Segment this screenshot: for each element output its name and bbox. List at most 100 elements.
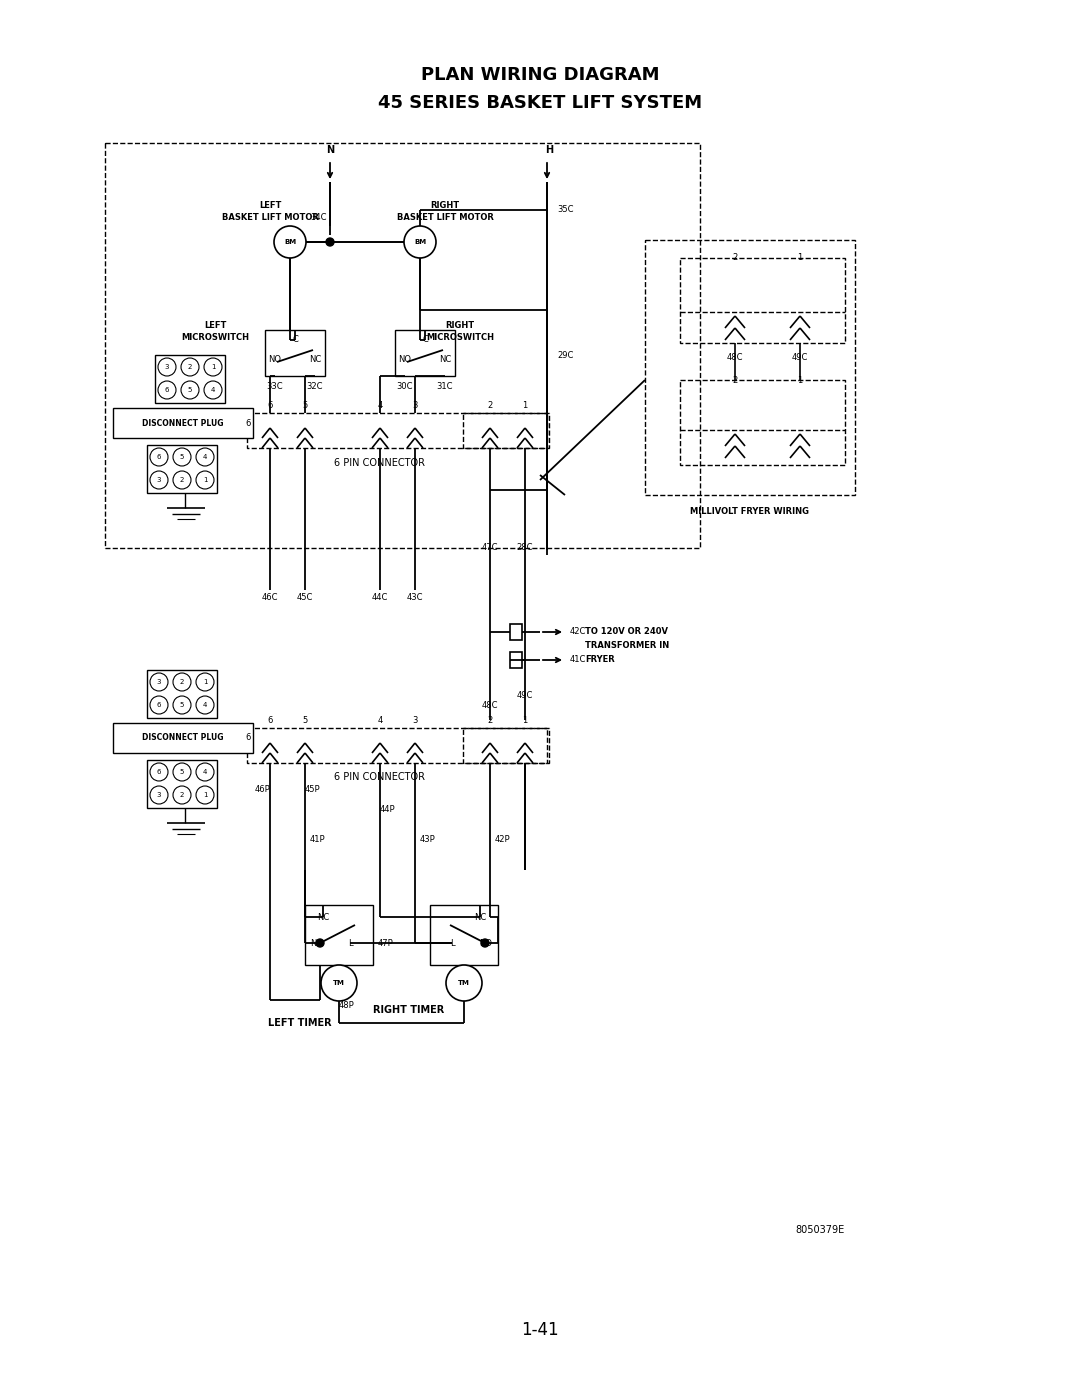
Text: 46P: 46P xyxy=(254,785,270,795)
Bar xyxy=(510,652,522,668)
Text: 6: 6 xyxy=(157,703,161,708)
Text: 1-41: 1-41 xyxy=(522,1322,558,1338)
Text: 2: 2 xyxy=(732,253,738,263)
Text: 1: 1 xyxy=(523,401,528,409)
Circle shape xyxy=(274,226,306,258)
Text: TRANSFORMER IN: TRANSFORMER IN xyxy=(585,641,670,651)
Text: C: C xyxy=(292,335,298,345)
Text: PLAN WIRING DIAGRAM: PLAN WIRING DIAGRAM xyxy=(421,66,659,84)
Text: LEFT: LEFT xyxy=(259,201,281,210)
Bar xyxy=(247,414,546,448)
Bar xyxy=(645,240,855,495)
Text: 5: 5 xyxy=(302,717,308,725)
Text: 31C: 31C xyxy=(436,381,454,391)
Text: 2: 2 xyxy=(188,365,192,370)
Bar xyxy=(395,330,455,376)
Circle shape xyxy=(158,381,176,400)
Text: 4: 4 xyxy=(377,401,382,409)
Circle shape xyxy=(150,763,168,781)
Text: 44P: 44P xyxy=(380,806,395,814)
Circle shape xyxy=(195,763,214,781)
Text: 2: 2 xyxy=(487,401,492,409)
Text: NC: NC xyxy=(438,355,451,365)
Circle shape xyxy=(181,358,199,376)
Text: L: L xyxy=(348,939,352,947)
Text: 2: 2 xyxy=(179,679,185,685)
Text: NO: NO xyxy=(311,939,324,947)
Text: 41C: 41C xyxy=(570,655,586,665)
Bar xyxy=(265,330,325,376)
Text: BASKET LIFT MOTOR: BASKET LIFT MOTOR xyxy=(221,214,319,222)
Text: 3: 3 xyxy=(157,679,161,685)
Circle shape xyxy=(195,448,214,467)
Bar xyxy=(305,905,373,965)
Text: BASKET LIFT MOTOR: BASKET LIFT MOTOR xyxy=(396,214,494,222)
Text: 6: 6 xyxy=(157,768,161,775)
Bar xyxy=(463,728,549,763)
Text: 1: 1 xyxy=(203,476,207,483)
Circle shape xyxy=(173,696,191,714)
Circle shape xyxy=(150,696,168,714)
Text: 33C: 33C xyxy=(267,381,283,391)
Text: 1: 1 xyxy=(203,679,207,685)
Text: NC: NC xyxy=(316,912,329,922)
Circle shape xyxy=(150,448,168,467)
Text: 6 PIN CONNECTOR: 6 PIN CONNECTOR xyxy=(335,773,426,782)
Circle shape xyxy=(404,226,436,258)
Text: 45 SERIES BASKET LIFT SYSTEM: 45 SERIES BASKET LIFT SYSTEM xyxy=(378,94,702,112)
Text: 4: 4 xyxy=(203,454,207,460)
Text: 45C: 45C xyxy=(297,592,313,602)
Circle shape xyxy=(316,939,324,947)
Text: 49C: 49C xyxy=(517,692,534,700)
Text: 6 PIN CONNECTOR: 6 PIN CONNECTOR xyxy=(335,458,426,468)
Text: 30C: 30C xyxy=(396,381,414,391)
Bar xyxy=(247,728,546,763)
Text: 47P: 47P xyxy=(378,939,394,947)
Bar xyxy=(105,142,700,548)
Text: 5: 5 xyxy=(302,401,308,409)
Text: 3: 3 xyxy=(165,365,170,370)
Text: 32C: 32C xyxy=(307,381,323,391)
Text: 4: 4 xyxy=(203,768,207,775)
Bar xyxy=(113,724,253,753)
Text: 5: 5 xyxy=(179,454,185,460)
Circle shape xyxy=(158,358,176,376)
Text: MICROSWITCH: MICROSWITCH xyxy=(181,334,249,342)
Text: NO: NO xyxy=(480,939,492,947)
Text: BM: BM xyxy=(414,239,427,244)
Text: 5: 5 xyxy=(179,768,185,775)
Text: FRYER: FRYER xyxy=(585,655,615,665)
Text: RIGHT: RIGHT xyxy=(431,201,460,210)
Circle shape xyxy=(481,939,489,947)
Circle shape xyxy=(195,696,214,714)
Bar xyxy=(463,414,549,448)
Text: 28C: 28C xyxy=(516,543,534,552)
Text: DISCONNECT PLUG: DISCONNECT PLUG xyxy=(143,733,224,742)
Text: 3: 3 xyxy=(157,792,161,798)
Text: RIGHT: RIGHT xyxy=(445,320,474,330)
Text: 6: 6 xyxy=(245,419,251,427)
Text: DISCONNECT PLUG: DISCONNECT PLUG xyxy=(143,419,224,427)
Bar xyxy=(147,446,217,493)
Text: 44C: 44C xyxy=(372,592,388,602)
Text: 4: 4 xyxy=(377,717,382,725)
Text: 41P: 41P xyxy=(310,835,326,845)
Text: MICROSWITCH: MICROSWITCH xyxy=(426,334,494,342)
Text: 29C: 29C xyxy=(557,351,573,359)
Bar xyxy=(113,408,253,439)
Text: 6: 6 xyxy=(268,717,272,725)
Text: 43P: 43P xyxy=(420,835,435,845)
Circle shape xyxy=(446,965,482,1002)
Text: N: N xyxy=(326,145,334,155)
Circle shape xyxy=(173,448,191,467)
Circle shape xyxy=(195,787,214,805)
Text: 1: 1 xyxy=(523,717,528,725)
Text: 34C: 34C xyxy=(310,214,326,222)
Text: 43C: 43C xyxy=(407,592,423,602)
Text: 6: 6 xyxy=(157,454,161,460)
Circle shape xyxy=(150,673,168,692)
Text: BM: BM xyxy=(284,239,296,244)
Circle shape xyxy=(195,471,214,489)
Bar xyxy=(156,355,225,402)
Text: 46C: 46C xyxy=(261,592,279,602)
